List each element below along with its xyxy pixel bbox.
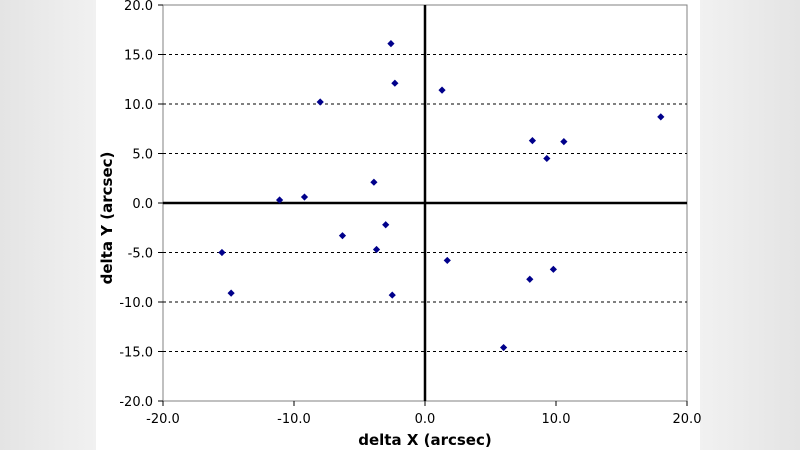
data-point <box>300 193 309 201</box>
y-tick-label: 15.0 <box>124 49 153 64</box>
y-tick-label: 0.0 <box>132 197 153 212</box>
data-point <box>338 232 347 240</box>
data-point <box>388 291 396 299</box>
data-point <box>227 289 235 297</box>
data-point <box>316 98 324 106</box>
data-point <box>382 221 390 229</box>
data-point <box>526 275 534 283</box>
background-right <box>700 0 800 450</box>
data-point <box>387 40 395 48</box>
x-axis-title: delta X (arcsec) <box>358 431 491 449</box>
y-tick-label: -5.0 <box>128 247 153 262</box>
y-tick-label: -20.0 <box>119 395 153 410</box>
y-tick-label: -10.0 <box>119 296 153 311</box>
y-tick-label: 10.0 <box>124 98 153 113</box>
y-tick-label: -15.0 <box>119 346 153 361</box>
data-point <box>443 256 451 265</box>
data-point <box>657 113 665 121</box>
x-tick-labels: -20.0 -10.0 0.0 10.0 20.0 <box>146 401 701 427</box>
data-point <box>438 86 446 94</box>
background-left <box>0 0 96 450</box>
data-point <box>549 265 557 273</box>
y-tick-label: 5.0 <box>132 148 153 163</box>
data-point <box>500 343 508 352</box>
x-tick-label: 0.0 <box>415 412 436 427</box>
data-point <box>370 178 378 186</box>
x-tick-label: -10.0 <box>277 412 311 427</box>
data-point <box>560 138 568 146</box>
data-point <box>528 137 537 145</box>
y-axis-title: delta Y (arcsec) <box>98 152 116 285</box>
x-tick-label: 20.0 <box>673 412 702 427</box>
data-point <box>391 79 399 87</box>
data-point <box>218 248 226 257</box>
y-tick-label: 20.0 <box>124 0 153 14</box>
x-tick-label: 10.0 <box>542 412 571 427</box>
data-point <box>372 245 381 254</box>
x-tick-label: -20.0 <box>146 412 180 427</box>
data-points <box>218 40 665 352</box>
data-point <box>275 196 284 204</box>
y-tick-labels: 20.0 15.0 10.0 5.0 0.0 -5.0 -10.0 -15.0 -20.0 <box>119 0 163 410</box>
data-point <box>543 154 551 163</box>
